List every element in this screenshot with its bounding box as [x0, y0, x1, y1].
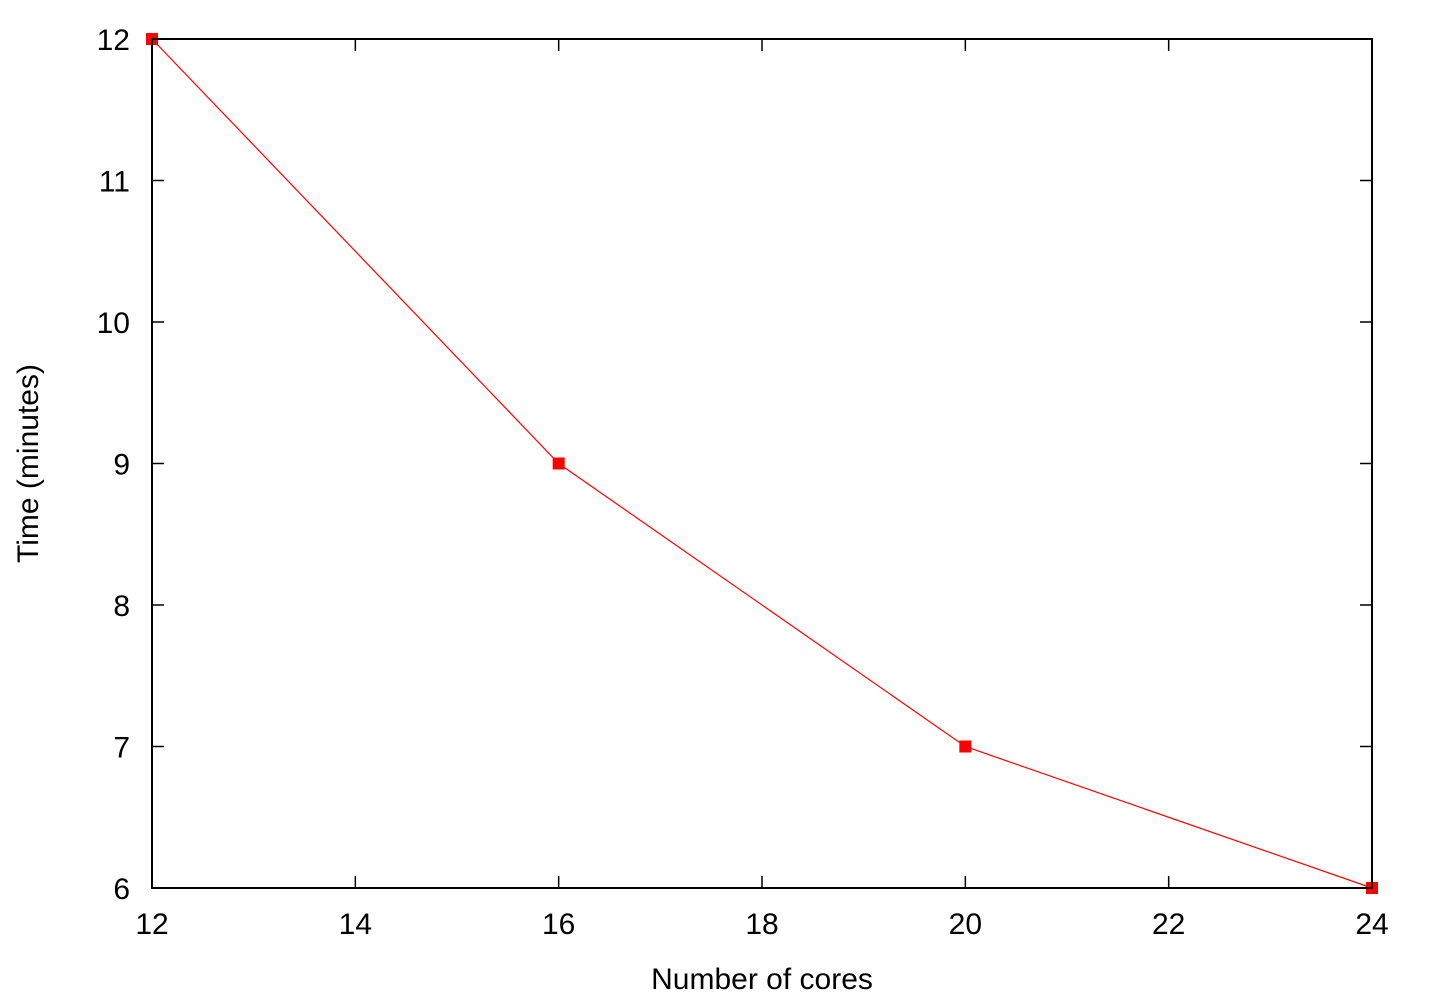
- x-axis-label: Number of cores: [651, 963, 873, 996]
- x-tick-label: 14: [339, 908, 372, 941]
- series-line: [151, 38, 1373, 889]
- data-point-marker: [552, 457, 565, 470]
- y-tick-label: 10: [97, 307, 130, 340]
- y-tick-label: 6: [113, 873, 130, 906]
- tick-labels: 12 14 16 18 20 22 24 6 7 8 9 10 11 12: [97, 24, 1389, 941]
- data-series: [146, 33, 1378, 894]
- data-point-marker: [959, 740, 972, 753]
- x-tick-label: 16: [542, 908, 575, 941]
- y-tick-label: 8: [113, 590, 130, 623]
- y-tick-label: 11: [99, 166, 130, 199]
- x-tick-label: 20: [949, 908, 982, 941]
- y-tick-label: 9: [113, 449, 130, 482]
- x-tick-label: 24: [1355, 908, 1388, 941]
- y-tick-label: 7: [113, 732, 130, 765]
- plot-area-frame: [151, 38, 1373, 889]
- x-tick-label: 18: [745, 908, 778, 941]
- y-tick-label: 12: [97, 24, 130, 57]
- x-tick-label: 12: [135, 908, 168, 941]
- y-axis-label: Time (minutes): [12, 364, 45, 563]
- x-tick-label: 22: [1152, 908, 1185, 941]
